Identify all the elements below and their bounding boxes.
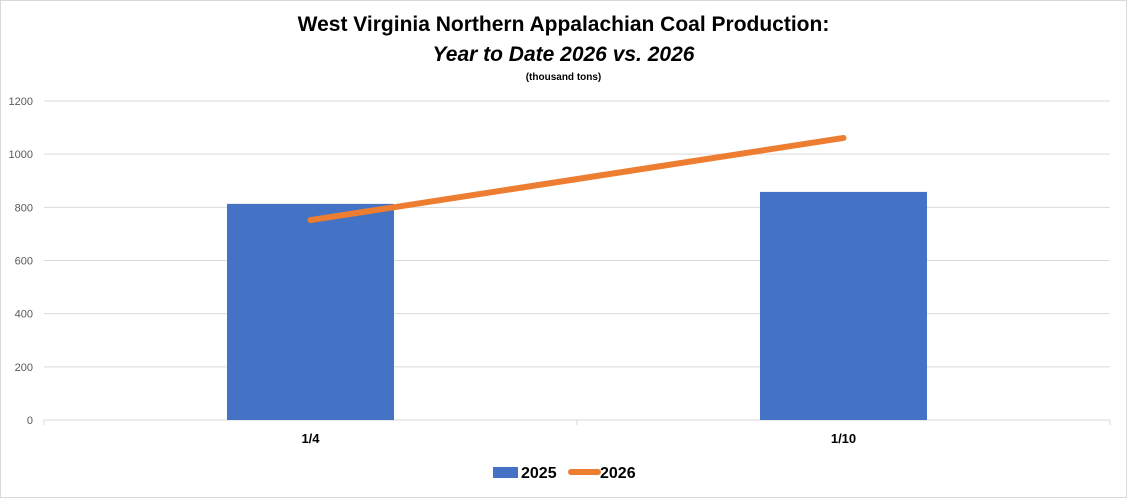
- y-tick-label: 400: [15, 309, 33, 321]
- chart-units-note: (thousand tons): [525, 72, 602, 83]
- legend-swatch-2025: [493, 467, 518, 478]
- legend-label-2025: 2025: [521, 465, 557, 482]
- bar-2025-1/10: [760, 191, 927, 420]
- y-tick-label: 1000: [9, 149, 33, 161]
- chart-title: West Virginia Northern Appalachian Coal …: [297, 13, 830, 36]
- y-tick-label: 800: [15, 202, 33, 214]
- x-tick-label: 1/4: [301, 431, 320, 446]
- line-series-2026: [307, 134, 847, 224]
- legend-label-2026: 2026: [600, 465, 636, 482]
- x-tick-label: 1/10: [831, 431, 856, 446]
- y-tick-label: 600: [15, 256, 33, 268]
- chart-subtitle: Year to Date 2026 vs. 2026: [432, 43, 695, 66]
- y-tick-label: 0: [27, 415, 33, 427]
- y-tick-label: 200: [15, 362, 33, 374]
- bar-2025-1/4: [227, 203, 394, 420]
- y-tick-label: 1200: [9, 96, 33, 108]
